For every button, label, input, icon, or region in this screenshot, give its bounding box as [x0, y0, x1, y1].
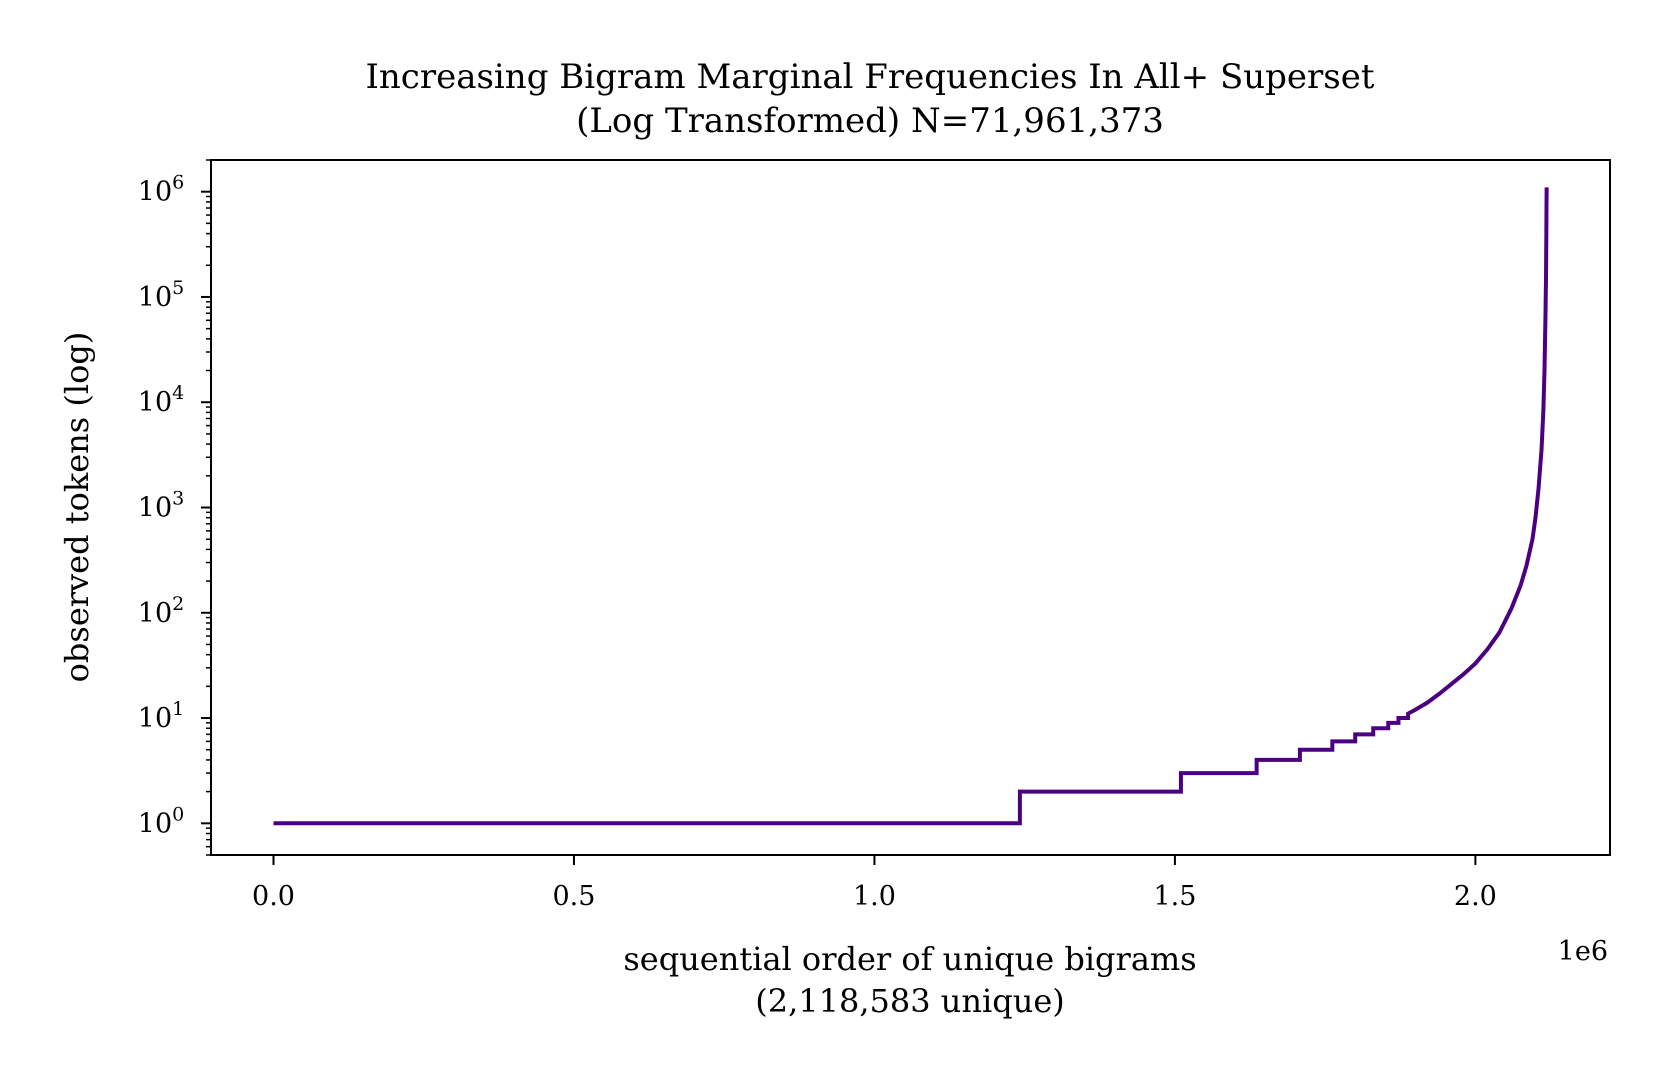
x-offset-label: 1e6 — [1558, 936, 1608, 967]
x-tick-label: 1.5 — [1153, 881, 1196, 912]
x-tick-label: 0.0 — [252, 881, 295, 912]
y-tick-label: 106 — [138, 172, 184, 208]
y-tick-label: 104 — [138, 382, 184, 418]
x-ticks: 0.0 0.5 1.0 1.5 2.0 — [252, 855, 1497, 912]
plot-frame — [210, 159, 1611, 856]
y-tick-label: 100 — [138, 803, 184, 839]
y-tick-label: 101 — [138, 698, 184, 734]
x-axis-label-line1: sequential order of unique bigrams — [623, 940, 1196, 978]
series-line — [273, 187, 1549, 826]
chart-title-line2: (Log Transformed) N=71,961,373 — [576, 101, 1164, 141]
y-axis-label: observed tokens (log) — [58, 332, 96, 683]
x-tick-label: 1.0 — [853, 881, 896, 912]
y-ticks: 100 101 102 103 104 105 106 — [138, 172, 211, 839]
x-axis-label-line2: (2,118,583 unique) — [755, 982, 1064, 1020]
y-tick-label: 103 — [138, 488, 184, 524]
y-tick-label: 102 — [138, 593, 184, 629]
x-tick-label: 2.0 — [1454, 881, 1497, 912]
y-tick-label: 105 — [138, 277, 184, 313]
chart-title-line1: Increasing Bigram Marginal Frequencies I… — [365, 57, 1374, 97]
x-tick-label: 0.5 — [552, 881, 595, 912]
